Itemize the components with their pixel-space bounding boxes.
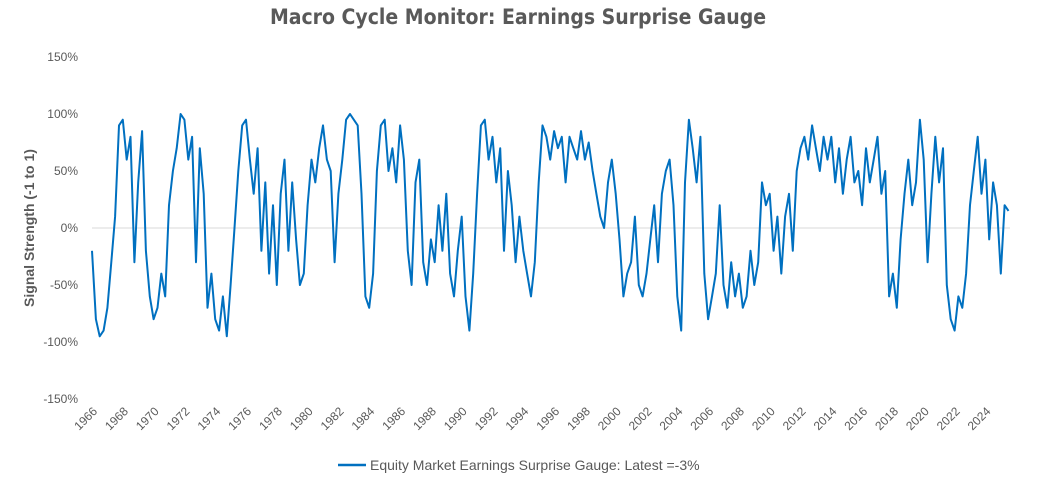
y-tick-label: 100% <box>47 107 78 121</box>
y-tick-label: -50% <box>50 278 78 292</box>
x-tick-label: 2010 <box>749 404 778 433</box>
x-tick-label: 2002 <box>626 404 655 433</box>
x-tick-label: 1972 <box>164 404 193 433</box>
x-tick-label: 1982 <box>318 404 347 433</box>
x-tick-label: 2008 <box>718 404 747 433</box>
x-tick-label: 1976 <box>225 404 254 433</box>
series-line <box>91 113 1010 338</box>
x-tick-label: 1968 <box>102 404 131 433</box>
x-tick-label: 1980 <box>287 404 316 433</box>
x-tick-label: 2016 <box>841 404 870 433</box>
y-tick-label: 0% <box>61 221 79 235</box>
x-tick-label: 1994 <box>503 404 532 433</box>
x-tick-label: 2022 <box>934 404 963 433</box>
y-tick-label: 150% <box>47 50 78 64</box>
x-tick-label: 1984 <box>349 404 378 433</box>
x-tick-label: 2000 <box>595 404 624 433</box>
x-tick-label: 2020 <box>903 404 932 433</box>
x-tick-label: 1988 <box>410 404 439 433</box>
x-tick-label: 1998 <box>564 404 593 433</box>
x-tick-label: 1970 <box>133 404 162 433</box>
x-tick-label: 1986 <box>379 404 408 433</box>
x-tick-label: 2014 <box>811 404 840 433</box>
y-tick-label: -100% <box>43 335 78 349</box>
x-tick-label: 2018 <box>872 404 901 433</box>
x-tick-label: 2012 <box>780 404 809 433</box>
x-tick-label: 2004 <box>657 404 686 433</box>
y-tick-label: -150% <box>43 392 78 406</box>
x-tick-label: 1966 <box>71 404 100 433</box>
chart-title: Macro Cycle Monitor: Earnings Surprise G… <box>270 5 766 29</box>
x-tick-label: 1990 <box>441 404 470 433</box>
x-tick-label: 1974 <box>195 404 224 433</box>
x-tick-label: 1978 <box>256 404 285 433</box>
legend-label: Equity Market Earnings Surprise Gauge: L… <box>370 457 700 473</box>
x-tick-label: 2006 <box>687 404 716 433</box>
y-tick-label: 50% <box>54 164 78 178</box>
y-axis-label: Signal Strength (-1 to 1) <box>21 149 37 307</box>
x-tick-label: 1992 <box>472 404 501 433</box>
x-tick-label: 2024 <box>965 404 994 433</box>
x-tick-label: 1996 <box>533 404 562 433</box>
